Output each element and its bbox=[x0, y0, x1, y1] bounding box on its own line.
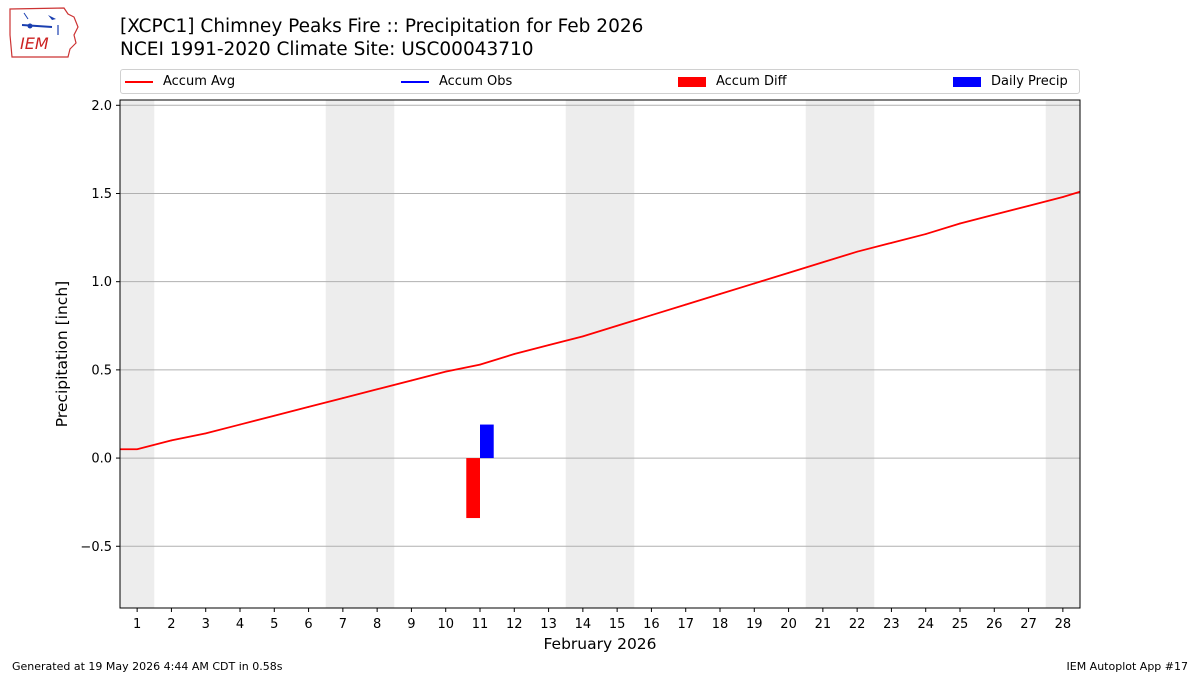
footer-app: IEM Autoplot App #17 bbox=[1066, 660, 1189, 673]
x-tick-label: 25 bbox=[952, 617, 969, 632]
accum-avg-point bbox=[582, 335, 584, 338]
x-tick-label: 18 bbox=[712, 617, 729, 632]
accum-avg-point bbox=[136, 448, 138, 451]
bars bbox=[466, 424, 494, 519]
y-axis-label: Precipitation [inch] bbox=[53, 281, 71, 427]
x-tick-label: 17 bbox=[677, 617, 694, 632]
chart-title: [XCPC1] Chimney Peaks Fire :: Precipitat… bbox=[120, 16, 644, 37]
y-tick-label: 2.0 bbox=[91, 99, 112, 114]
plot-frame bbox=[119, 99, 1081, 609]
x-tick-label: 26 bbox=[986, 617, 1003, 632]
accum-avg-point bbox=[410, 379, 413, 382]
accum-avg-point bbox=[993, 213, 996, 216]
x-tick-label: 8 bbox=[373, 617, 381, 632]
x-tick-label: 7 bbox=[339, 617, 347, 632]
x-tick-label: 3 bbox=[202, 617, 210, 632]
x-tick-label: 5 bbox=[270, 617, 278, 632]
svg-text:IEM: IEM bbox=[20, 34, 49, 53]
x-tick-label: 28 bbox=[1055, 617, 1072, 632]
accum-avg-point bbox=[170, 439, 173, 442]
legend-item-daily-precip: Daily Precip bbox=[953, 74, 1068, 89]
accum-avg-point bbox=[959, 222, 961, 225]
accum-avg-point bbox=[513, 353, 516, 355]
x-tick-label: 9 bbox=[407, 617, 415, 632]
accum-avg-point bbox=[616, 324, 618, 327]
accum-avg-point bbox=[890, 242, 893, 244]
chart-subtitle: NCEI 1991-2020 Climate Site: USC00043710 bbox=[120, 39, 534, 60]
accum-avg-point bbox=[924, 233, 927, 235]
legend-label-accum-diff: Accum Diff bbox=[716, 74, 787, 89]
x-tick-label: 10 bbox=[437, 617, 454, 632]
y-tick-label: 1.0 bbox=[91, 275, 112, 290]
x-tick-label: 24 bbox=[917, 617, 934, 632]
x-tick-label: 15 bbox=[609, 617, 626, 632]
legend-label-accum-obs: Accum Obs bbox=[439, 74, 513, 89]
accum-avg-point bbox=[684, 303, 687, 306]
accum-avg-point bbox=[444, 370, 447, 373]
weekend-band-0 bbox=[120, 100, 155, 608]
x-tick-label: 13 bbox=[540, 617, 557, 632]
x-tick-label: 11 bbox=[472, 617, 489, 632]
x-tick-label: 16 bbox=[643, 617, 660, 632]
accum-avg-point bbox=[273, 414, 276, 417]
accum-avg-point bbox=[753, 282, 756, 285]
accum-avg-point bbox=[547, 344, 550, 346]
y-tick-label: −0.5 bbox=[80, 540, 112, 555]
accum-avg-point bbox=[719, 293, 721, 295]
accum-avg-point bbox=[1062, 196, 1064, 198]
accum-avg-point bbox=[1027, 205, 1030, 207]
accum-avg-point bbox=[787, 272, 790, 274]
series-line-accum-avg bbox=[120, 190, 1081, 451]
legend-swatch-accum-diff bbox=[678, 76, 706, 87]
accum-avg-point bbox=[856, 250, 858, 253]
x-tick-label: 12 bbox=[506, 617, 523, 632]
x-tick-label: 4 bbox=[236, 617, 244, 632]
x-axis-ticks: 1 2 3 4 5 6 7 8 9 10 11 12 13 14 15 16 17 18 19 20 21 22 23 24 2… bbox=[133, 608, 1071, 632]
weekend-band-1 bbox=[325, 100, 395, 608]
weekend-band-2 bbox=[565, 100, 635, 608]
weekend-band-4 bbox=[1045, 100, 1080, 608]
accum-avg-point bbox=[650, 314, 653, 316]
x-tick-label: 22 bbox=[849, 617, 866, 632]
x-tick-label: 6 bbox=[304, 617, 312, 632]
x-tick-label: 2 bbox=[167, 617, 175, 632]
footer-generated: Generated at 19 May 2026 4:44 AM CDT in … bbox=[12, 660, 283, 673]
legend-item-accum-avg: Accum Avg bbox=[125, 74, 235, 89]
accum-avg-point bbox=[307, 406, 310, 408]
accum-avg-point bbox=[479, 363, 481, 366]
legend-swatch-accum-avg bbox=[125, 80, 153, 83]
legend-swatch-accum-obs bbox=[401, 80, 429, 83]
y-tick-label: 1.5 bbox=[91, 187, 112, 202]
x-tick-label: 19 bbox=[746, 617, 763, 632]
daily-precip-bar bbox=[480, 424, 494, 459]
accum-avg-point bbox=[239, 423, 241, 426]
x-tick-label: 20 bbox=[780, 617, 797, 632]
y-axis-ticks: −0.5 0.0 0.5 1.0 1.5 2.0 bbox=[80, 99, 120, 555]
x-tick-label: 21 bbox=[815, 617, 832, 632]
grid-lines bbox=[120, 104, 1080, 547]
x-tick-label: 14 bbox=[575, 617, 592, 632]
weekend-band-3 bbox=[805, 100, 875, 608]
legend-item-accum-diff: Accum Diff bbox=[678, 74, 787, 89]
accum-avg-point bbox=[342, 397, 344, 399]
accum-diff-bar bbox=[466, 458, 480, 519]
x-tick-label: 23 bbox=[883, 617, 900, 632]
accum-avg-point bbox=[822, 261, 824, 264]
legend-swatch-daily-precip bbox=[953, 76, 981, 87]
weekend-shading bbox=[120, 100, 1080, 608]
accum-avg-point bbox=[376, 388, 378, 391]
legend-label-daily-precip: Daily Precip bbox=[991, 74, 1068, 89]
legend-label-accum-avg: Accum Avg bbox=[163, 74, 236, 89]
iem-logo: IEM bbox=[8, 5, 80, 59]
x-tick-label: 1 bbox=[133, 617, 141, 632]
chart-legend: Accum Avg Accum Obs Accum Diff Daily Pre… bbox=[120, 69, 1080, 94]
series-lines bbox=[120, 190, 1081, 451]
y-tick-label: 0.5 bbox=[91, 363, 112, 378]
accum-avg-point bbox=[204, 432, 207, 435]
x-tick-label: 27 bbox=[1020, 617, 1037, 632]
legend-item-accum-obs: Accum Obs bbox=[401, 74, 512, 89]
x-axis-label: February 2026 bbox=[543, 635, 656, 653]
y-tick-label: 0.0 bbox=[91, 452, 112, 467]
